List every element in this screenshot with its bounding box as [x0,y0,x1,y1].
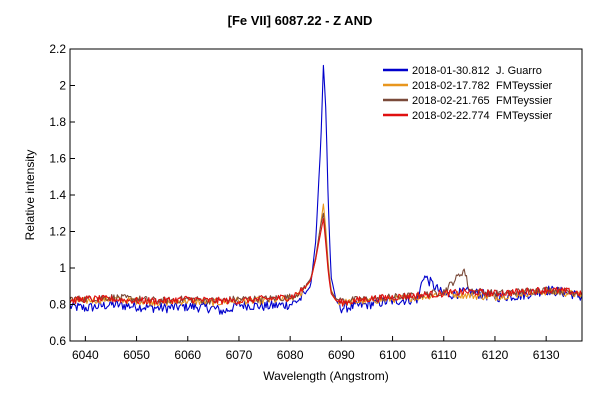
x-axis-ticks: 6040 6050 6060 6070 6080 6090 6100 6110 6120 6130 [72,336,560,362]
y-tick-label: 1.6 [49,152,66,166]
x-tick-label: 6040 [72,348,99,362]
legend: 2018-01-30.812 J. Guarro 2018-02-17.782 FMT… [383,65,553,122]
x-tick-label: 6130 [533,348,560,362]
legend-observer: FMTeyssier [496,95,553,107]
x-tick-label: 6110 [431,348,457,362]
chart-title: [Fe VII] 6087.22 - Z AND [228,13,373,28]
y-tick-label: 1.2 [49,225,66,239]
y-tick-label: 2 [59,79,66,93]
legend-observer: FMTeyssier [496,110,553,122]
legend-observer: FMTeyssier [496,80,553,92]
legend-date: 2018-02-17.782 [412,80,490,92]
series-line-2 [70,204,581,306]
y-tick-label: 0.6 [49,334,66,348]
x-axis-title: Wavelength (Angstrom) [263,369,389,383]
y-tick-label: 1.4 [49,188,66,202]
x-tick-label: 6090 [328,348,355,362]
legend-date: 2018-01-30.812 [412,65,490,77]
x-tick-label: 6070 [226,348,253,362]
legend-observer: J. Guarro [496,65,542,77]
x-tick-label: 6050 [123,348,150,362]
spectrum-chart: [Fe VII] 6087.22 - Z AND Relative intens… [0,0,600,400]
legend-date: 2018-02-22.774 [412,110,490,122]
y-tick-label: 0.8 [49,298,66,312]
x-tick-label: 6120 [482,348,509,362]
legend-date: 2018-02-21.765 [412,95,490,107]
x-tick-label: 6060 [174,348,201,362]
x-tick-label: 6080 [277,348,304,362]
x-tick-label: 6100 [379,348,406,362]
y-axis-ticks: 0.6 0.8 1 1.2 1.4 1.6 1.8 2 2.2 [49,42,75,348]
y-axis-title: Relative intensity [23,150,37,241]
y-tick-label: 1.8 [49,115,66,129]
y-tick-label: 2.2 [49,42,66,56]
y-tick-label: 1 [59,261,66,275]
